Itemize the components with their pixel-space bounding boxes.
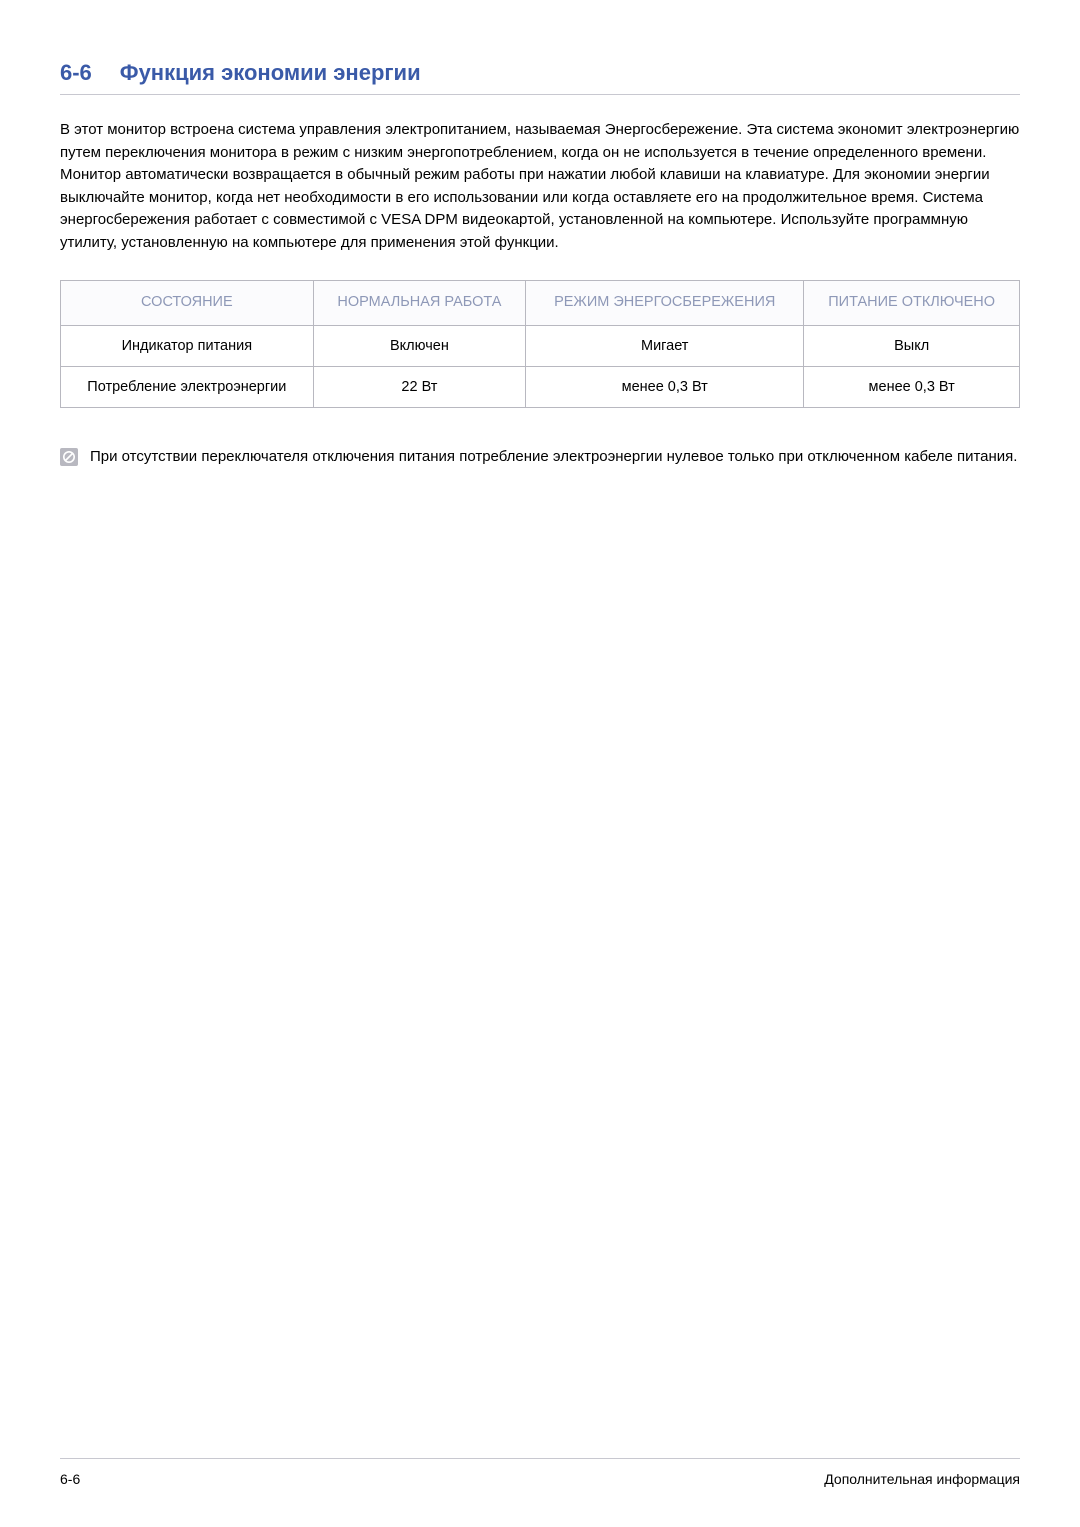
- table-cell: менее 0,3 Вт: [526, 366, 804, 407]
- table-cell: Выкл: [804, 325, 1020, 366]
- page: 6-6 Функция экономии энергии В этот мони…: [0, 0, 1080, 1527]
- table-header: СОСТОЯНИЕ: [61, 281, 314, 326]
- table-cell: Включен: [313, 325, 525, 366]
- footer-right: Дополнительная информация: [824, 1471, 1020, 1487]
- power-table: СОСТОЯНИЕ НОРМАЛЬНАЯ РАБОТА РЕЖИМ ЭНЕРГО…: [60, 280, 1020, 408]
- page-footer: 6-6 Дополнительная информация: [60, 1458, 1020, 1487]
- table-header: РЕЖИМ ЭНЕРГОСБЕРЕЖЕНИЯ: [526, 281, 804, 326]
- table-cell: 22 Вт: [313, 366, 525, 407]
- table-cell: Мигает: [526, 325, 804, 366]
- note: При отсутствии переключателя отключения …: [60, 446, 1020, 469]
- table-cell: менее 0,3 Вт: [804, 366, 1020, 407]
- table-cell: Индикатор питания: [61, 325, 314, 366]
- section-heading: 6-6 Функция экономии энергии: [60, 60, 1020, 95]
- table-header-row: СОСТОЯНИЕ НОРМАЛЬНАЯ РАБОТА РЕЖИМ ЭНЕРГО…: [61, 281, 1020, 326]
- footer-left: 6-6: [60, 1471, 80, 1487]
- table-header: ПИТАНИЕ ОТКЛЮЧЕНО: [804, 281, 1020, 326]
- note-text: При отсутствии переключателя отключения …: [90, 446, 1017, 469]
- table-row: Индикатор питания Включен Мигает Выкл: [61, 325, 1020, 366]
- heading-title: Функция экономии энергии: [120, 60, 421, 86]
- intro-paragraph: В этот монитор встроена система управлен…: [60, 119, 1020, 254]
- table-cell: Потребление электроэне­ргии: [61, 366, 314, 407]
- table-header: НОРМАЛЬНАЯ РАБОТА: [313, 281, 525, 326]
- note-icon: [60, 448, 78, 466]
- heading-number: 6-6: [60, 60, 92, 86]
- table-row: Потребление электроэне­ргии 22 Вт менее …: [61, 366, 1020, 407]
